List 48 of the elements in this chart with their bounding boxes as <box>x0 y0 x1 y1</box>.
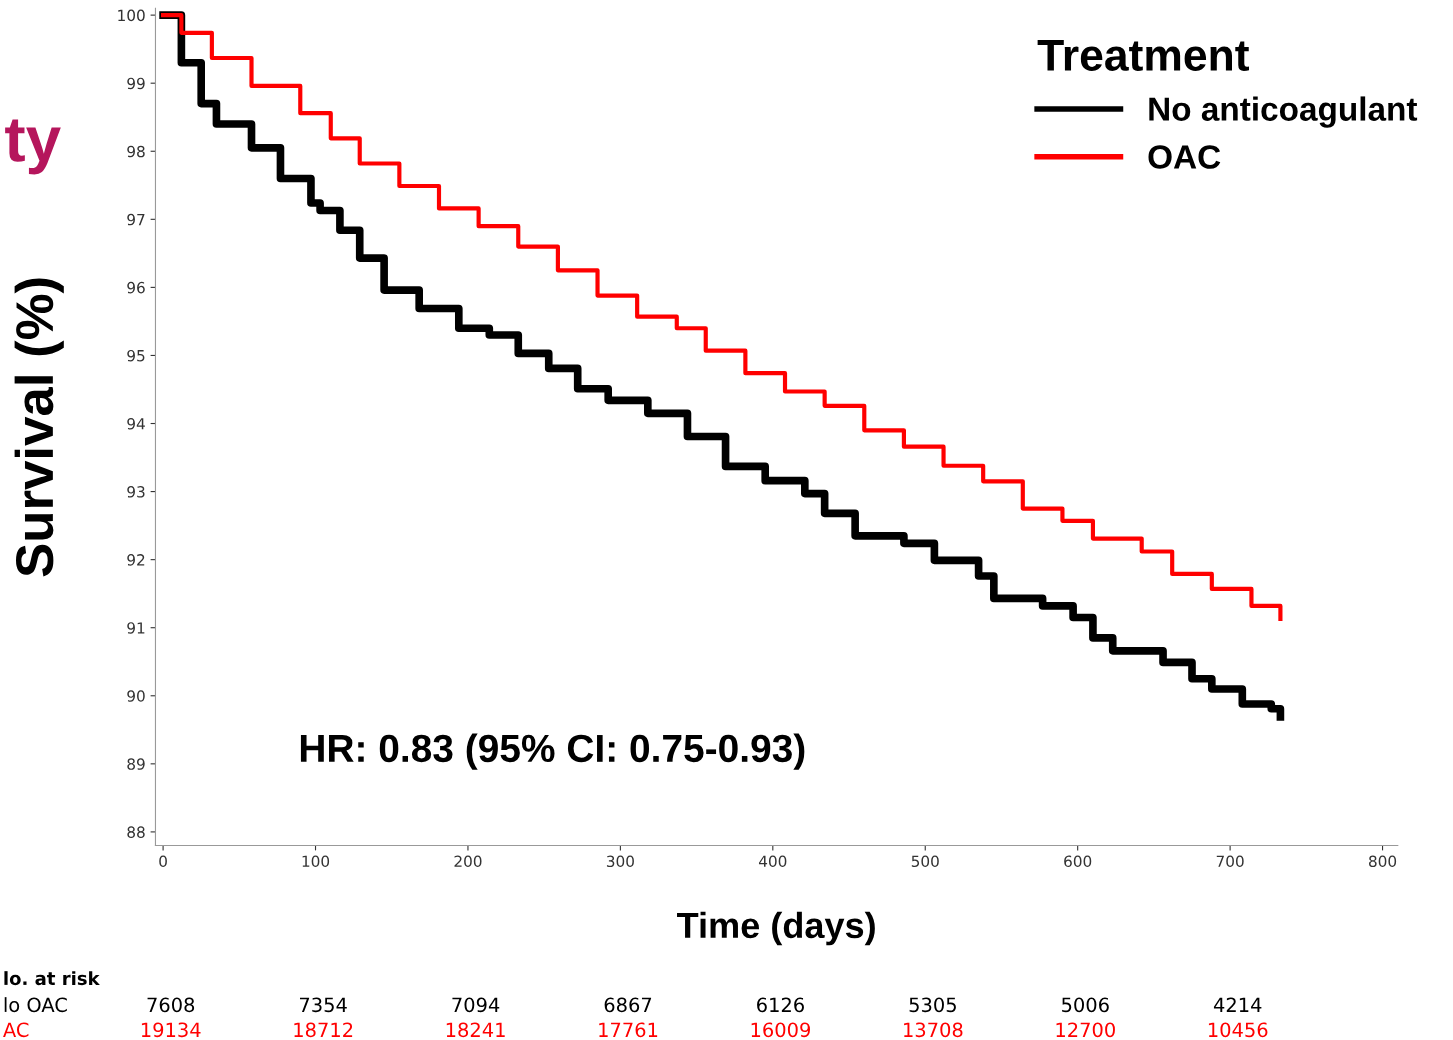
legend-label: OAC <box>1148 145 1221 169</box>
text: 18241 <box>446 1022 505 1038</box>
text: 16009 <box>751 1022 810 1038</box>
y-tick-label: 89 <box>127 758 145 770</box>
text: AC <box>3 1022 29 1038</box>
x-tick-label: 500 <box>911 855 939 868</box>
y-axis-title: Survival (%) <box>14 278 64 577</box>
x-tick-label: 0 <box>159 855 167 868</box>
text: 6126 <box>757 997 804 1013</box>
x-tick-label: 700 <box>1216 855 1244 868</box>
y-tick-label: 93 <box>127 486 145 498</box>
x-tick-label: 600 <box>1064 855 1092 868</box>
y-tick-label: 100 <box>118 9 145 22</box>
legend-label: No anticoagulant <box>1149 96 1418 128</box>
y-tick-label: 92 <box>127 554 145 566</box>
text: 4214 <box>1213 997 1262 1012</box>
text: 13708 <box>904 1022 963 1038</box>
y-tick-label: 95 <box>127 349 145 362</box>
annotation: HR: 0.83 (95% CI: 0.75-0.93) <box>300 733 805 770</box>
x-tick-label: 100 <box>302 855 330 868</box>
text: 5305 <box>909 997 956 1013</box>
y-tick-label: 99 <box>127 77 145 90</box>
x-tick-label: 200 <box>454 855 482 868</box>
text: ty <box>5 119 61 175</box>
y-tick-label: 88 <box>127 826 145 838</box>
y-tick-label: 91 <box>127 622 145 634</box>
text: 19134 <box>141 1022 201 1038</box>
y-tick-label: 94 <box>127 417 145 430</box>
y-tick-label: 90 <box>127 690 145 702</box>
text: 7608 <box>147 997 195 1013</box>
x-tick-label: 300 <box>606 855 634 868</box>
x-tick-label: 400 <box>758 855 787 868</box>
x-tick-label: 800 <box>1369 855 1397 868</box>
text: 7094 <box>452 997 500 1013</box>
text: 17761 <box>599 1022 658 1038</box>
text: 6867 <box>604 997 652 1013</box>
text: 10456 <box>1208 1022 1268 1038</box>
text: 18712 <box>294 1022 353 1038</box>
y-tick-label: 98 <box>127 145 145 158</box>
text: lo. at risk <box>4 971 100 986</box>
y-tick-label: 96 <box>127 281 145 294</box>
text: 7354 <box>300 997 347 1013</box>
text: 5006 <box>1062 997 1109 1013</box>
text: lo OAC <box>4 997 67 1013</box>
y-tick-label: 97 <box>127 213 145 226</box>
text: 12700 <box>1056 1022 1115 1038</box>
legend-title: Treatment <box>1037 39 1249 71</box>
x-axis-title: Time (days) <box>677 911 875 946</box>
